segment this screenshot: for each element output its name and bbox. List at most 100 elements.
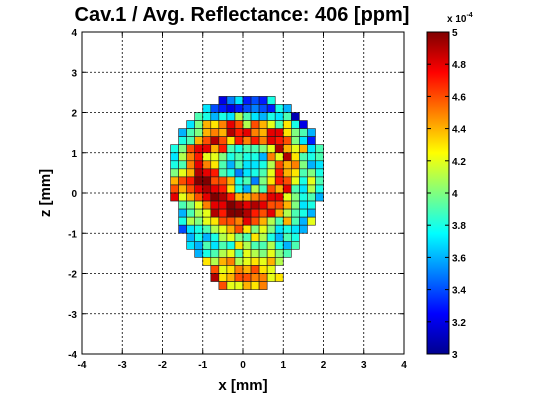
heatmap-cell — [210, 249, 220, 258]
heatmap-cell — [226, 128, 236, 137]
heatmap-cell — [315, 152, 324, 162]
heatmap-cell — [315, 168, 324, 178]
heatmap-cell — [282, 184, 292, 194]
heatmap-cell — [282, 168, 292, 178]
heatmap-cell — [226, 265, 236, 274]
y-tick-label: -2 — [68, 270, 77, 281]
heatmap-cell — [218, 120, 228, 129]
colorbar-tick-label: 3.4 — [452, 286, 466, 297]
heatmap-cell — [202, 112, 212, 121]
heatmap-cell — [210, 120, 220, 129]
heatmap-cell — [282, 241, 292, 250]
y-tick-label: 0 — [71, 189, 77, 200]
heatmap-cell — [258, 160, 268, 170]
heatmap-cell — [218, 241, 228, 250]
heatmap-cell — [226, 136, 236, 145]
heatmap-cell — [282, 192, 292, 202]
heatmap-cell — [218, 168, 228, 178]
heatmap-cell — [290, 208, 300, 218]
heatmap-cell — [299, 152, 308, 162]
heatmap-cell — [266, 152, 276, 162]
heatmap-cell — [274, 208, 284, 218]
heatmap-cell — [186, 152, 195, 162]
heatmap-cell — [307, 144, 316, 154]
heatmap-cell — [218, 208, 228, 218]
heatmap-cell — [186, 176, 195, 186]
heatmap-cell — [234, 144, 244, 154]
heatmap-cell — [282, 208, 292, 218]
heatmap-cell — [290, 200, 300, 210]
heatmap-cell — [218, 152, 228, 162]
heatmap-cell — [258, 241, 268, 250]
heatmap-cell — [290, 112, 300, 121]
heatmap-cell — [218, 216, 228, 226]
heatmap-cell — [258, 232, 268, 242]
colorbar-tick-label: 5 — [452, 28, 458, 39]
heatmap-cell — [242, 232, 252, 242]
heatmap-cell — [178, 184, 187, 194]
heatmap-cell — [218, 112, 228, 121]
colorbar-tick-label: 3.6 — [452, 253, 466, 264]
heatmap-cell — [274, 192, 284, 202]
heatmap-cell — [299, 192, 308, 202]
heatmap-cell — [210, 200, 220, 210]
heatmap-cell — [194, 168, 204, 178]
heatmap-cell — [307, 192, 316, 202]
heatmap-cell — [290, 184, 300, 194]
heatmap-cell — [315, 184, 324, 194]
heatmap-cell — [210, 257, 220, 266]
heatmap-cell — [250, 184, 260, 194]
heatmap-cell — [210, 241, 220, 250]
heatmap-cell — [250, 112, 260, 121]
heatmap-cell — [178, 216, 187, 226]
x-tick-label: -2 — [158, 360, 167, 371]
heatmap-cell — [299, 144, 308, 154]
heatmap-cell — [258, 176, 268, 186]
heatmap-cell — [266, 208, 276, 218]
heatmap-cell — [202, 184, 212, 194]
heatmap-cell — [258, 128, 268, 137]
heatmap-cell — [194, 192, 204, 202]
heatmap-cell — [218, 184, 228, 194]
heatmap-cell — [218, 128, 228, 137]
heatmap-cell — [234, 104, 244, 113]
heatmap-cell — [290, 152, 300, 162]
heatmap-cell — [242, 144, 252, 154]
heatmap-cell — [170, 192, 179, 202]
heatmap-cell — [290, 224, 300, 234]
colorbar-tick-label: 4.8 — [452, 60, 466, 71]
heatmap-cell — [250, 144, 260, 154]
heatmap-cell — [250, 192, 260, 202]
heatmap-cell — [210, 112, 220, 121]
heatmap-cell — [266, 144, 276, 154]
heatmap-cell — [282, 249, 292, 258]
heatmap-cell — [274, 104, 284, 113]
heatmap-cell — [274, 128, 284, 137]
heatmap-cell — [202, 249, 212, 258]
heatmap-cell — [210, 176, 220, 186]
heatmap-cell — [315, 192, 324, 202]
heatmap-cell — [194, 224, 204, 234]
heatmap-cell — [274, 168, 284, 178]
heatmap-cell — [258, 96, 268, 105]
heatmap-cell — [210, 224, 220, 234]
heatmap-cell — [170, 160, 179, 170]
heatmap-cell — [290, 176, 300, 186]
heatmap-cell — [242, 257, 252, 266]
heatmap-cell — [282, 216, 292, 226]
heatmap-cell — [274, 136, 284, 145]
heatmap-cell — [178, 144, 187, 154]
heatmap-cell — [315, 144, 324, 154]
heatmap-cell — [186, 168, 195, 178]
heatmap-cell — [226, 273, 236, 282]
heatmap-cell — [234, 232, 244, 242]
heatmap-cell — [250, 104, 260, 113]
heatmap-cell — [210, 208, 220, 218]
x-tick-label: -4 — [78, 360, 87, 371]
heatmap-cell — [194, 120, 204, 129]
heatmap-cell — [186, 120, 195, 129]
heatmap-cell — [274, 160, 284, 170]
heatmap-cell — [226, 144, 236, 154]
heatmap-cell — [242, 208, 252, 218]
heatmap-cell — [307, 184, 316, 194]
